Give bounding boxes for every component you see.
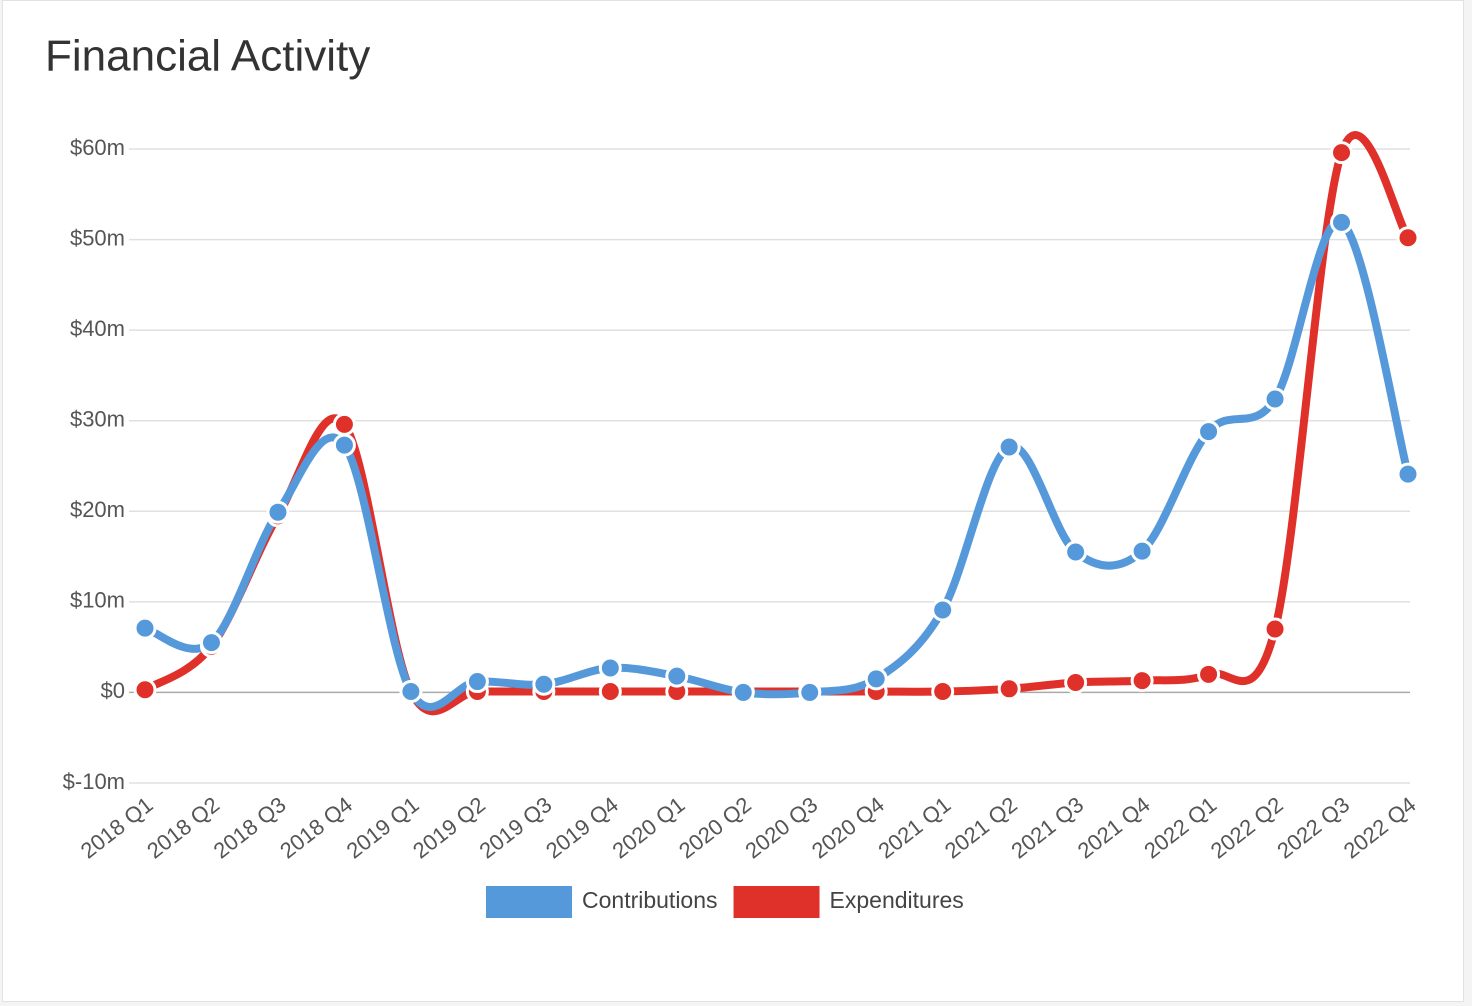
y-tick-label: $50m: [70, 225, 125, 250]
data-point: [864, 667, 888, 691]
data-point: [997, 677, 1021, 701]
y-tick-label: $60m: [70, 135, 125, 160]
y-tick-label: $30m: [70, 407, 125, 432]
data-point: [931, 598, 955, 622]
data-point: [1330, 141, 1354, 165]
x-tick-label: 2021 Q4: [1073, 792, 1155, 864]
x-tick-label: 2019 Q3: [475, 792, 557, 864]
x-tick-label: 2022 Q3: [1272, 792, 1354, 864]
data-point: [199, 631, 223, 655]
legend-label: Expenditures: [830, 887, 964, 913]
data-point: [798, 680, 822, 704]
data-point: [1197, 662, 1221, 686]
data-point: [1263, 387, 1287, 411]
legend-label: Contributions: [582, 887, 718, 913]
x-tick-label: 2018 Q1: [76, 792, 158, 864]
data-point: [1064, 540, 1088, 564]
x-tick-label: 2018 Q3: [209, 792, 291, 864]
chart-title: Financial Activity: [45, 32, 370, 81]
data-point: [598, 656, 622, 680]
x-tick-label: 2021 Q1: [873, 792, 955, 864]
x-tick-label: 2021 Q2: [940, 792, 1022, 864]
series-line: [141, 217, 1412, 711]
x-tick-label: 2019 Q2: [408, 792, 490, 864]
data-point: [399, 680, 423, 704]
legend-swatch: [733, 886, 820, 918]
data-point: [1130, 669, 1154, 693]
data-point: [1396, 462, 1420, 486]
data-point: [532, 672, 556, 696]
data-point: [997, 435, 1021, 459]
data-point: [665, 664, 689, 688]
x-tick-label: 2022 Q1: [1139, 792, 1221, 864]
data-point: [1263, 617, 1287, 641]
data-point: [931, 680, 955, 704]
data-point: [332, 412, 356, 436]
data-point: [1197, 420, 1221, 444]
x-tick-label: 2020 Q1: [608, 792, 690, 864]
data-point: [133, 616, 157, 640]
x-tick-label: 2019 Q1: [342, 792, 424, 864]
data-point: [465, 670, 489, 694]
x-tick-label: 2018 Q4: [275, 792, 357, 864]
x-tick-label: 2020 Q2: [674, 792, 756, 864]
x-tick-label: 2020 Q3: [740, 792, 822, 864]
x-tick-label: 2018 Q2: [142, 792, 224, 864]
data-point: [133, 678, 157, 702]
chart: Financial Activity $-10m $0 $10m $20m $30m $4…: [45, 32, 1421, 918]
y-tick-label: $40m: [70, 316, 125, 341]
y-tick-label: $10m: [70, 588, 125, 613]
data-point: [332, 433, 356, 457]
x-tick-label: 2020 Q4: [807, 792, 889, 864]
x-tick-label: 2021 Q3: [1006, 792, 1088, 864]
y-tick-label: $-10m: [63, 769, 125, 794]
data-point: [1064, 670, 1088, 694]
y-tick-label: $0: [101, 678, 125, 703]
data-point: [266, 500, 290, 524]
y-tick-label: $20m: [70, 497, 125, 522]
data-point: [1330, 210, 1354, 234]
x-tick-label: 2022 Q2: [1206, 792, 1288, 864]
legend-swatch: [486, 886, 572, 918]
data-point: [598, 680, 622, 704]
data-point: [1130, 539, 1154, 563]
x-tick-label: 2022 Q4: [1339, 792, 1421, 864]
data-point: [731, 680, 755, 704]
data-point: [1396, 226, 1420, 250]
x-tick-label: 2019 Q4: [541, 792, 623, 864]
